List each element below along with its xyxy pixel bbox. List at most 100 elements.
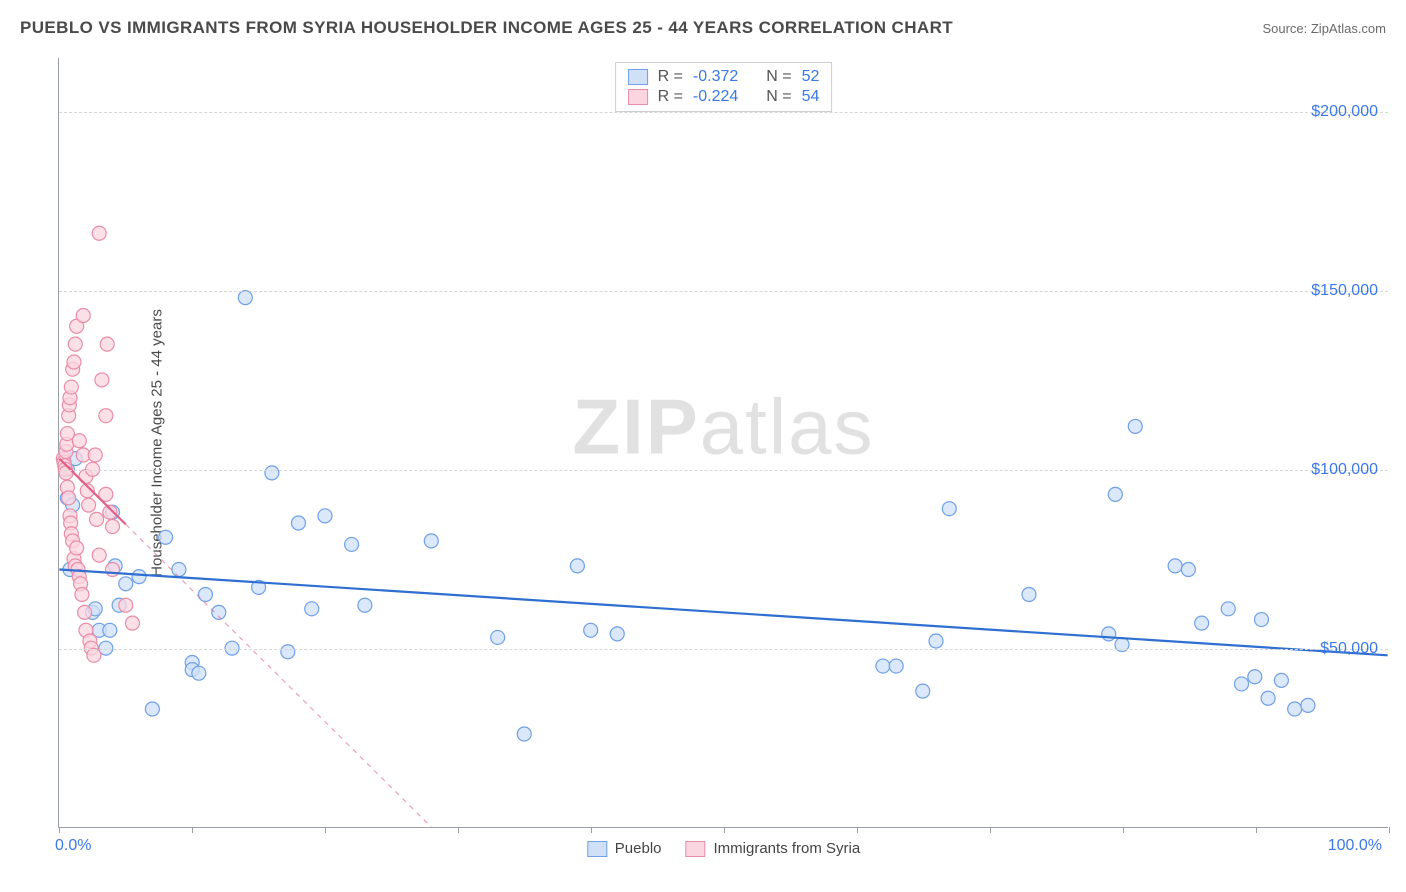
data-point-pueblo bbox=[145, 702, 159, 716]
grid-line bbox=[59, 291, 1388, 292]
source-prefix: Source: bbox=[1262, 21, 1310, 36]
data-point-pueblo bbox=[305, 602, 319, 616]
data-point-pueblo bbox=[1301, 698, 1315, 712]
grid-line bbox=[59, 112, 1388, 113]
data-point-pueblo bbox=[1221, 602, 1235, 616]
x-tick bbox=[724, 827, 725, 833]
data-point-pueblo bbox=[584, 623, 598, 637]
chart-header: PUEBLO VS IMMIGRANTS FROM SYRIA HOUSEHOL… bbox=[20, 18, 1386, 38]
data-point-pueblo bbox=[942, 502, 956, 516]
data-point-pueblo bbox=[1288, 702, 1302, 716]
data-point-syria bbox=[88, 448, 102, 462]
x-tick bbox=[1123, 827, 1124, 833]
data-point-syria bbox=[106, 562, 120, 576]
data-point-pueblo bbox=[265, 466, 279, 480]
x-tick bbox=[458, 827, 459, 833]
data-point-syria bbox=[95, 373, 109, 387]
data-point-pueblo bbox=[238, 291, 252, 305]
trend-line-ext-syria bbox=[126, 524, 432, 827]
data-point-pueblo bbox=[1261, 691, 1275, 705]
data-point-syria bbox=[62, 491, 76, 505]
data-point-pueblo bbox=[1235, 677, 1249, 691]
source-name: ZipAtlas.com bbox=[1311, 21, 1386, 36]
x-axis-end-label: 100.0% bbox=[1328, 837, 1382, 855]
data-point-pueblo bbox=[570, 559, 584, 573]
data-point-pueblo bbox=[318, 509, 332, 523]
series-legend: Pueblo Immigrants from Syria bbox=[587, 840, 860, 857]
plot-area: Householder Income Ages 25 - 44 years ZI… bbox=[58, 58, 1388, 828]
data-point-pueblo bbox=[291, 516, 305, 530]
data-point-pueblo bbox=[1254, 613, 1268, 627]
source-label: Source: ZipAtlas.com bbox=[1262, 21, 1386, 36]
data-point-pueblo bbox=[916, 684, 930, 698]
scatter-svg bbox=[59, 58, 1388, 827]
data-point-pueblo bbox=[1274, 673, 1288, 687]
data-point-syria bbox=[92, 548, 106, 562]
x-tick bbox=[59, 827, 60, 833]
data-point-pueblo bbox=[517, 727, 531, 741]
legend-swatch-syria bbox=[686, 841, 706, 857]
data-point-syria bbox=[87, 648, 101, 662]
data-point-syria bbox=[75, 588, 89, 602]
data-point-pueblo bbox=[491, 630, 505, 644]
data-point-pueblo bbox=[1248, 670, 1262, 684]
data-point-pueblo bbox=[1108, 487, 1122, 501]
data-point-pueblo bbox=[1102, 627, 1116, 641]
data-point-pueblo bbox=[1022, 588, 1036, 602]
x-tick bbox=[857, 827, 858, 833]
x-tick bbox=[192, 827, 193, 833]
legend-label-pueblo: Pueblo bbox=[615, 840, 662, 857]
data-point-pueblo bbox=[929, 634, 943, 648]
data-point-syria bbox=[70, 541, 84, 555]
data-point-syria bbox=[106, 520, 120, 534]
legend-label-syria: Immigrants from Syria bbox=[714, 840, 861, 857]
legend-item-pueblo: Pueblo bbox=[587, 840, 662, 857]
data-point-pueblo bbox=[1181, 562, 1195, 576]
data-point-pueblo bbox=[889, 659, 903, 673]
data-point-syria bbox=[68, 337, 82, 351]
chart-title: PUEBLO VS IMMIGRANTS FROM SYRIA HOUSEHOL… bbox=[20, 18, 953, 38]
x-tick bbox=[1389, 827, 1390, 833]
x-tick bbox=[325, 827, 326, 833]
data-point-pueblo bbox=[1168, 559, 1182, 573]
data-point-pueblo bbox=[119, 577, 133, 591]
data-point-syria bbox=[125, 616, 139, 630]
data-point-syria bbox=[92, 226, 106, 240]
legend-item-syria: Immigrants from Syria bbox=[686, 840, 861, 857]
data-point-pueblo bbox=[1128, 419, 1142, 433]
data-point-syria bbox=[78, 605, 92, 619]
data-point-syria bbox=[82, 498, 96, 512]
x-tick bbox=[1256, 827, 1257, 833]
data-point-pueblo bbox=[192, 666, 206, 680]
data-point-pueblo bbox=[159, 530, 173, 544]
x-tick bbox=[990, 827, 991, 833]
data-point-pueblo bbox=[345, 537, 359, 551]
data-point-pueblo bbox=[172, 562, 186, 576]
y-tick-label: $100,000 bbox=[1311, 461, 1378, 479]
legend-swatch-pueblo bbox=[587, 841, 607, 857]
data-point-pueblo bbox=[103, 623, 117, 637]
data-point-pueblo bbox=[424, 534, 438, 548]
data-point-pueblo bbox=[610, 627, 624, 641]
y-tick-label: $200,000 bbox=[1311, 103, 1378, 121]
grid-line bbox=[59, 649, 1388, 650]
data-point-pueblo bbox=[281, 645, 295, 659]
data-point-syria bbox=[99, 409, 113, 423]
data-point-syria bbox=[119, 598, 133, 612]
y-tick-label: $50,000 bbox=[1320, 640, 1378, 658]
data-point-syria bbox=[90, 512, 104, 526]
x-tick bbox=[591, 827, 592, 833]
data-point-pueblo bbox=[358, 598, 372, 612]
data-point-syria bbox=[67, 355, 81, 369]
data-point-syria bbox=[72, 434, 86, 448]
x-axis-start-label: 0.0% bbox=[55, 837, 91, 855]
grid-line bbox=[59, 470, 1388, 471]
data-point-syria bbox=[100, 337, 114, 351]
data-point-pueblo bbox=[876, 659, 890, 673]
data-point-syria bbox=[64, 380, 78, 394]
trend-line-pueblo bbox=[59, 569, 1387, 655]
y-tick-label: $150,000 bbox=[1311, 282, 1378, 300]
data-point-syria bbox=[59, 466, 73, 480]
data-point-pueblo bbox=[198, 588, 212, 602]
data-point-pueblo bbox=[132, 570, 146, 584]
